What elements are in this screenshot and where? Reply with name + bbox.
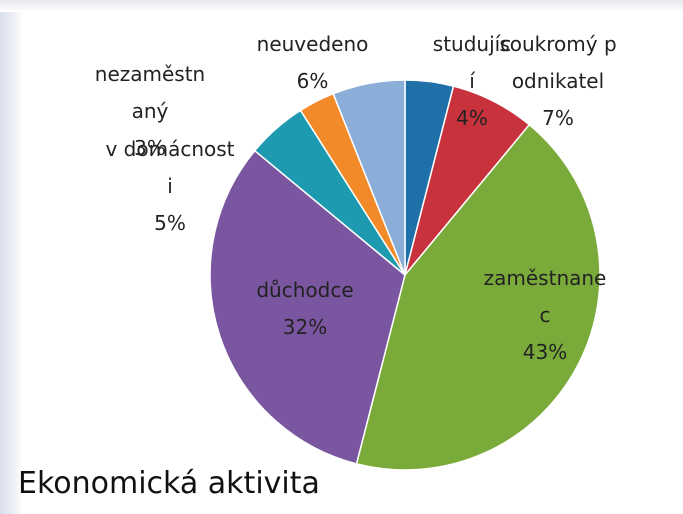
value-label: 32% <box>282 315 328 339</box>
value-label: 43% <box>522 340 568 364</box>
value-label: 7% <box>542 106 574 130</box>
value-label: 6% <box>296 69 329 93</box>
pie-slice <box>332 79 406 276</box>
pie-slice <box>355 123 601 471</box>
category-label: v domácnosti <box>105 137 235 198</box>
value-label: 4% <box>456 106 488 130</box>
top-band <box>0 0 683 12</box>
chart-title: Ekonomická aktivita <box>18 466 320 501</box>
category-label: nezaměstnaný <box>94 62 206 123</box>
category-label: studující <box>432 32 512 93</box>
slice-label: neuvedeno 6% <box>250 26 375 100</box>
slice-label: důchodce 32% <box>250 272 360 346</box>
category-label: důchodce <box>256 278 354 302</box>
slice-label: soukromý podnikatel 7% <box>498 26 618 137</box>
slice-label: v domácnosti 5% <box>105 131 235 242</box>
pie-slice <box>209 149 406 465</box>
category-label: zaměstnanec <box>483 266 607 327</box>
slice-label: zaměstnanec 43% <box>480 260 610 371</box>
value-label: 3% <box>134 136 166 160</box>
slice-label: studující 4% <box>432 26 512 137</box>
value-label: 5% <box>154 211 186 235</box>
category-label: soukromý podnikatel <box>499 32 617 93</box>
slice-label: nezaměstnaný 3% <box>90 56 210 167</box>
category-label: neuvedeno <box>256 32 369 56</box>
